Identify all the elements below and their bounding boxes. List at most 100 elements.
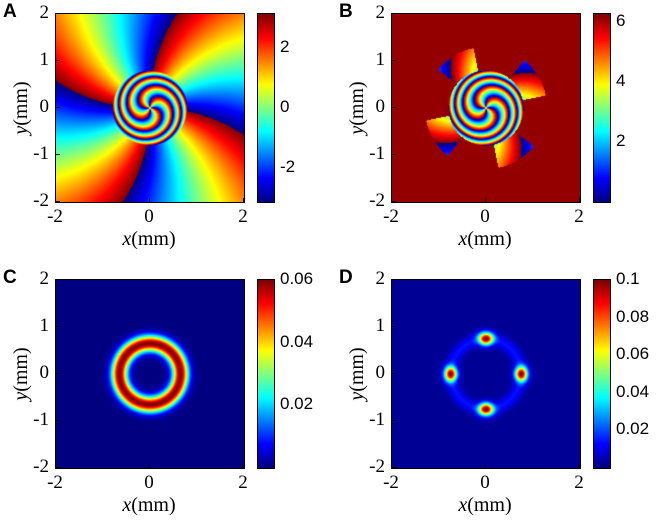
y-tick-label: -2 <box>369 190 385 211</box>
x-tick-mark <box>149 464 150 468</box>
y-tick-label: -1 <box>33 409 49 430</box>
colorbar-canvas-d <box>594 280 610 468</box>
heatmap-canvas-d <box>392 280 580 468</box>
colorbar-tick-label: 0.08 <box>616 306 650 326</box>
x-tick-label: 2 <box>574 206 584 227</box>
panel-label-a: A <box>3 1 17 22</box>
colorbar-tick-label: 2 <box>616 131 626 151</box>
y-tick-label: -2 <box>33 456 49 477</box>
y-tick-label: 0 <box>375 362 386 383</box>
y-tick-mark <box>56 107 60 108</box>
y-tick-label: 1 <box>375 49 386 70</box>
x-axis-label-a: x(mm) <box>122 228 176 250</box>
x-axis-label-b: x(mm) <box>458 228 512 250</box>
y-tick-mark <box>56 373 60 374</box>
colorbar-tick-label: 0 <box>280 97 290 116</box>
colorbar-tick-label: 0.04 <box>616 381 650 401</box>
x-tick-label: 0 <box>480 472 490 493</box>
panel-d: D y(mm) x(mm) 2 1 0 -1 -2 -2 0 2 0.1 0.08 0.06 0.04… <box>336 266 671 532</box>
colorbar-tick-label: 0.1 <box>616 269 640 288</box>
colorbar-tick-label: 6 <box>616 11 626 31</box>
y-tick-mark <box>392 279 396 280</box>
x-tick-label: -2 <box>383 206 399 227</box>
panel-a: A y(mm) x(mm) 2 1 0 -1 -2 -2 0 2 2 0 -2 <box>0 0 335 266</box>
y-tick-mark <box>56 279 60 280</box>
x-tick-label: 0 <box>144 472 154 493</box>
x-tick-mark <box>579 464 580 468</box>
y-tick-label: -1 <box>369 143 385 164</box>
colorbar-tick-label: 4 <box>616 71 626 91</box>
y-tick-mark <box>392 201 396 202</box>
heatmap-a <box>55 13 245 203</box>
x-tick-mark <box>55 198 56 202</box>
x-tick-label: 0 <box>480 206 490 227</box>
x-tick-label: 2 <box>574 472 584 493</box>
colorbar-canvas-b <box>594 14 610 202</box>
colorbar-tick-label: 2 <box>280 37 290 57</box>
x-tick-mark <box>391 464 392 468</box>
colorbar-tick-label: 0.06 <box>616 344 650 364</box>
colorbar-tick-label: 0.06 <box>280 269 314 288</box>
y-tick-label: 1 <box>375 315 386 336</box>
colorbar-c <box>257 279 275 469</box>
panel-label-c: C <box>3 267 17 288</box>
colorbar-b <box>593 13 611 203</box>
panel-label-b: B <box>339 1 353 22</box>
y-tick-label: 2 <box>375 268 386 289</box>
y-tick-label: -2 <box>369 456 385 477</box>
y-tick-label: 1 <box>39 49 50 70</box>
y-tick-mark <box>56 60 60 61</box>
y-tick-label: 2 <box>39 268 50 289</box>
y-tick-mark <box>392 60 396 61</box>
colorbar-canvas-a <box>258 14 274 202</box>
colorbar-tick-label: -2 <box>280 156 296 176</box>
y-tick-mark <box>56 13 60 14</box>
x-axis-label-d: x(mm) <box>458 494 512 516</box>
heatmap-canvas-c <box>56 280 244 468</box>
colorbar-tick-label: 0.02 <box>280 394 314 414</box>
x-tick-mark <box>391 198 392 202</box>
y-tick-mark <box>56 326 60 327</box>
panel-c: C y(mm) x(mm) 2 1 0 -1 -2 -2 0 2 0.06 0.04 0.02 <box>0 266 335 532</box>
y-tick-label: 0 <box>39 96 50 117</box>
y-tick-label: -1 <box>369 409 385 430</box>
heatmap-canvas-a <box>56 14 244 202</box>
x-tick-label: -2 <box>383 472 399 493</box>
y-tick-mark <box>56 154 60 155</box>
y-tick-mark <box>392 326 396 327</box>
y-tick-mark <box>56 467 60 468</box>
x-tick-mark <box>149 198 150 202</box>
x-tick-label: 2 <box>238 206 248 227</box>
y-tick-label: 0 <box>375 96 386 117</box>
heatmap-d <box>391 279 581 469</box>
panel-b: B y(mm) x(mm) 2 1 0 -1 -2 -2 0 2 6 4 2 <box>336 0 671 266</box>
x-tick-mark <box>485 198 486 202</box>
y-tick-mark <box>392 467 396 468</box>
y-tick-mark <box>56 201 60 202</box>
heatmap-c <box>55 279 245 469</box>
x-tick-mark <box>485 464 486 468</box>
heatmap-b <box>391 13 581 203</box>
x-tick-mark <box>55 464 56 468</box>
colorbar-d <box>593 279 611 469</box>
x-tick-label: -2 <box>47 206 63 227</box>
colorbar-a <box>257 13 275 203</box>
colorbar-canvas-c <box>258 280 274 468</box>
x-axis-label-c: x(mm) <box>122 494 176 516</box>
x-tick-label: 2 <box>238 472 248 493</box>
y-tick-mark <box>392 373 396 374</box>
y-tick-mark <box>392 420 396 421</box>
x-tick-label: -2 <box>47 472 63 493</box>
y-tick-mark <box>392 154 396 155</box>
y-tick-mark <box>392 107 396 108</box>
y-tick-label: 0 <box>39 362 50 383</box>
y-tick-mark <box>56 420 60 421</box>
y-tick-label: 2 <box>39 2 50 23</box>
colorbar-tick-label: 0.04 <box>280 331 314 351</box>
x-tick-mark <box>243 464 244 468</box>
colorbar-tick-label: 0.02 <box>616 419 650 439</box>
y-tick-label: 1 <box>39 315 50 336</box>
x-tick-mark <box>579 198 580 202</box>
y-tick-label: -2 <box>33 190 49 211</box>
heatmap-canvas-b <box>392 14 580 202</box>
